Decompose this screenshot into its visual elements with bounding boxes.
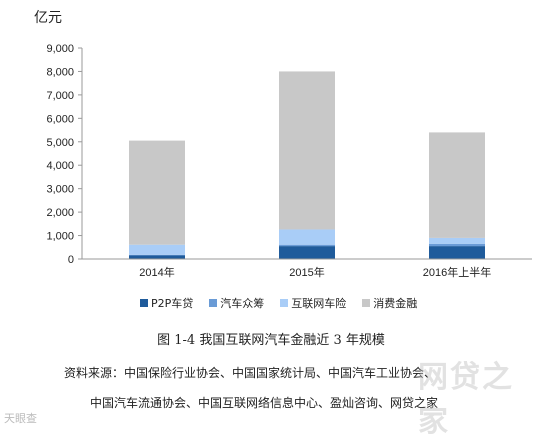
x-tick-label: 2015年 [289, 265, 324, 279]
x-tick-label: 2014年 [139, 265, 174, 279]
legend-label: P2P车贷 [151, 297, 194, 310]
figure-caption: 图 1-4 我国互联网汽车金融近 3 年规模 [157, 333, 385, 348]
bar-segment [129, 140, 185, 245]
bar-segment [279, 246, 335, 259]
y-tick-label: 2,000 [46, 207, 74, 219]
y-tick-label: 6,000 [46, 113, 74, 125]
x-axis: 2014年 2015年 2016年上半年 [82, 258, 532, 279]
bar-segment [279, 71, 335, 230]
x-tick-label: 2016年上半年 [423, 265, 491, 279]
legend-swatch [362, 299, 371, 307]
legend-item: 消费金融 [362, 295, 417, 311]
legend-item: 汽车众筹 [209, 295, 264, 311]
y-tick-label: 9,000 [46, 43, 74, 55]
bars [129, 71, 485, 259]
bar-segment [429, 246, 485, 259]
watermark-right: 网贷之家 [418, 360, 514, 439]
bar-segment [279, 244, 335, 247]
y-tick-label: 7,000 [46, 90, 74, 102]
legend-item: 互联网车险 [280, 295, 346, 311]
y-tick-label: 8,000 [46, 66, 74, 78]
bar-segment [129, 255, 185, 259]
y-tick-label: 1,000 [46, 231, 74, 243]
y-axis: 0 1,000 2,000 3,000 4,000 5,000 6,000 7,000 8,00… [46, 43, 83, 266]
y-tick-label: 4,000 [46, 160, 74, 172]
source-line-1: 资料来源：中国保险行业协会、中国国家统计局、中国汽车工业协会、 [64, 366, 437, 380]
legend-label: 互联网车险 [291, 297, 347, 310]
legend-swatch [209, 299, 218, 307]
legend-label: 汽车众筹 [220, 297, 265, 310]
bar-segment [279, 229, 335, 245]
source-note: 资料来源：中国保险行业协会、中国国家统计局、中国汽车工业协会、 中国汽车流通协会… [64, 358, 504, 418]
bar-segment [429, 243, 485, 247]
legend-swatch [280, 299, 289, 307]
y-tick-label: 3,000 [46, 184, 74, 196]
legend-item: P2P车贷 [140, 295, 193, 311]
source-line-2: 中国汽车流通协会、中国互联网络信息中心、盈灿咨询、网贷之家 [90, 396, 439, 410]
legend: P2P车贷 汽车众筹 互联网车险 消费金融 [140, 295, 417, 311]
bar-segment [129, 254, 185, 256]
bar-segment [129, 244, 185, 255]
bar-segment [429, 237, 485, 244]
y-tick-label: 5,000 [46, 137, 74, 149]
watermark-left: 天眼查 [4, 412, 37, 425]
bar-segment [429, 132, 485, 238]
legend-swatch [140, 299, 148, 307]
y-tick-label: 0 [68, 254, 74, 266]
stacked-bar-chart: 亿元 0 1,000 2,000 3,000 4,000 5,000 6,000 7,000 8… [34, 10, 532, 279]
legend-label: 消费金融 [373, 297, 418, 310]
y-axis-unit: 亿元 [34, 10, 62, 26]
